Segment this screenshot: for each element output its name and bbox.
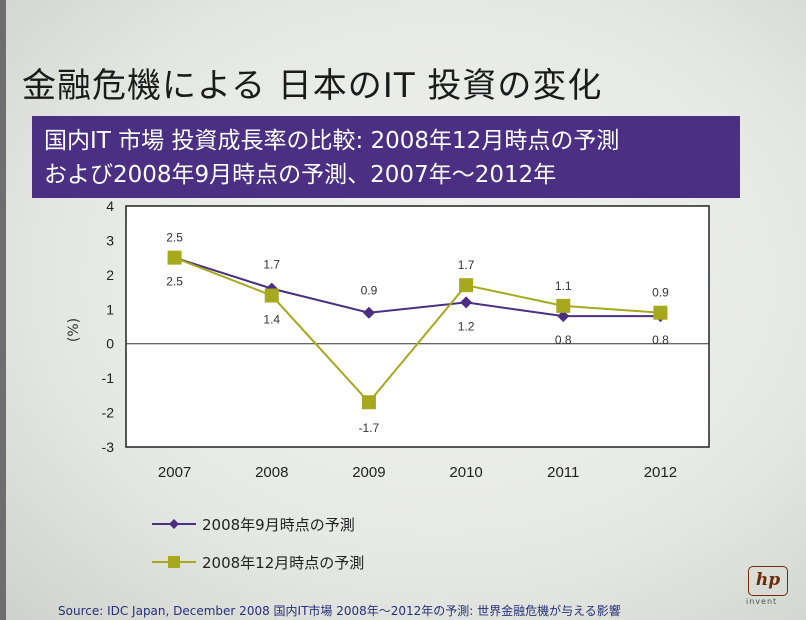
y-tick-label: -1 <box>102 370 115 386</box>
data-label: -1.7 <box>359 421 380 435</box>
legend-swatch-series-1 <box>152 519 196 529</box>
x-tick-label: 2008 <box>255 464 288 481</box>
data-label-layer: 2.5 1.4 -1.7 1.7 1.1 0.9 1.7 2.5 0.9 1.2 0.8 0.8 <box>166 231 669 436</box>
data-label: 2.5 <box>166 275 183 289</box>
y-tick-label: -3 <box>102 439 115 455</box>
y-tick-label: 0 <box>106 336 114 352</box>
series-2-point <box>361 395 376 410</box>
data-label: 1.1 <box>555 279 572 293</box>
legend-label-series-2: 2008年12月時点の予測 <box>202 554 365 572</box>
data-label: 0.8 <box>555 333 572 347</box>
series-layer <box>167 250 668 410</box>
banner-line-2: および2008年9月時点の予測、2007年～2012年 <box>44 162 557 188</box>
data-label: 1.7 <box>458 258 475 272</box>
y-tick-label: 1 <box>106 301 114 317</box>
x-tick-label: 2011 <box>547 464 579 481</box>
data-label: 2.5 <box>166 231 183 245</box>
source-citation: Source: IDC Japan, December 2008 国内IT市場 … <box>58 604 621 618</box>
series-1-point <box>557 310 570 323</box>
hp-logo: hp invent <box>742 566 794 606</box>
series-2-point <box>653 305 668 320</box>
x-tick-label: 2007 <box>158 464 191 481</box>
y-axis-label: (%) <box>66 318 82 342</box>
series-2-point <box>459 278 474 293</box>
series-1-point <box>362 306 375 319</box>
series-line-1 <box>174 256 661 318</box>
x-tick-label: 2012 <box>644 464 677 481</box>
y-tick-label: 4 <box>106 198 114 214</box>
plot-area <box>125 205 710 448</box>
data-label: 0.9 <box>361 284 378 298</box>
hp-logo-mark: hp <box>748 566 788 596</box>
x-tick-label: 2010 <box>449 464 482 481</box>
y-axis-ticks: 4 3 2 1 0 -1 -2 -3 <box>102 198 115 455</box>
data-label: 1.7 <box>263 258 280 272</box>
series-line-2 <box>174 256 661 404</box>
data-label: 1.2 <box>458 319 475 333</box>
x-tick-label: 2009 <box>352 464 385 481</box>
series-1-point <box>460 296 473 309</box>
chart-banner: 国内IT 市場 投資成長率の比較: 2008年12月時点の予測 および2008年… <box>32 116 740 198</box>
y-tick-label: -2 <box>102 405 115 421</box>
x-axis-ticks: 2007 2008 2009 2010 2011 2012 <box>158 464 677 481</box>
slide-edge <box>0 0 6 620</box>
series-2-point <box>167 250 182 265</box>
y-tick-label: 2 <box>106 267 114 283</box>
series-2-point <box>556 298 571 313</box>
slide-title: 金融危機による 日本のIT 投資の変化 <box>22 66 603 106</box>
banner-line-1: 国内IT 市場 投資成長率の比較: 2008年12月時点の予測 <box>44 128 620 154</box>
hp-logo-tagline: invent <box>746 597 778 606</box>
data-label: 0.8 <box>652 333 669 347</box>
legend-label-series-1: 2008年9月時点の予測 <box>202 516 355 534</box>
data-label: 0.9 <box>652 286 669 300</box>
legend-swatch-series-2 <box>152 556 196 568</box>
data-label: 1.4 <box>263 313 280 327</box>
y-tick-label: 3 <box>106 232 114 248</box>
series-2-point <box>264 288 279 303</box>
